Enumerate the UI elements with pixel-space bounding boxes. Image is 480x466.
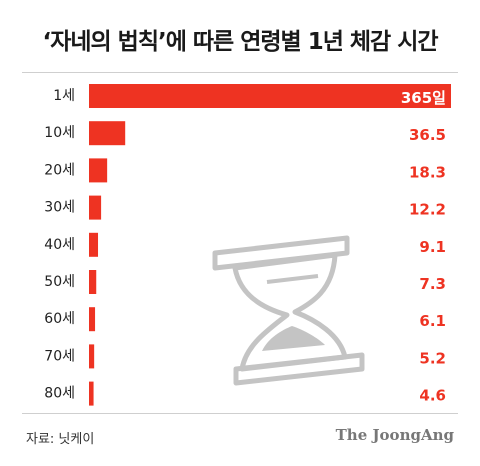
bar (89, 158, 108, 183)
source-note: 자료: 닛케이 (26, 432, 95, 447)
value-label: 5.2 (419, 349, 446, 367)
brand-logo: The JoongAng (335, 426, 454, 444)
value-label: 36.5 (409, 126, 446, 144)
category-label: 10세 (44, 125, 75, 141)
bar (89, 195, 102, 220)
footer-divider (22, 413, 458, 414)
value-label: 18.3 (409, 163, 446, 181)
bar (89, 344, 95, 369)
category-label: 40세 (44, 237, 75, 253)
bar (89, 307, 96, 332)
category-label: 80세 (44, 386, 75, 402)
value-label: 4.6 (419, 387, 446, 405)
value-label: 6.1 (419, 312, 446, 330)
value-label: 9.1 (419, 238, 446, 256)
category-label: 50세 (44, 274, 75, 290)
category-label: 20세 (44, 162, 75, 178)
title-divider (22, 72, 458, 73)
category-label: 30세 (44, 200, 75, 216)
category-label: 70세 (44, 348, 75, 364)
category-label: 1세 (53, 88, 75, 104)
value-label: 365일 (401, 89, 446, 107)
bar (89, 270, 97, 294)
bar (89, 84, 451, 108)
bar (89, 121, 126, 146)
chart-title: ‘자네의 법칙’에 따른 연령별 1년 체감 시간 (42, 29, 438, 55)
hourglass-icon (212, 235, 365, 386)
category-label: 60세 (44, 311, 75, 327)
bar (89, 232, 99, 257)
bar (89, 381, 94, 406)
value-label: 7.3 (419, 275, 446, 293)
value-label: 12.2 (409, 201, 446, 219)
